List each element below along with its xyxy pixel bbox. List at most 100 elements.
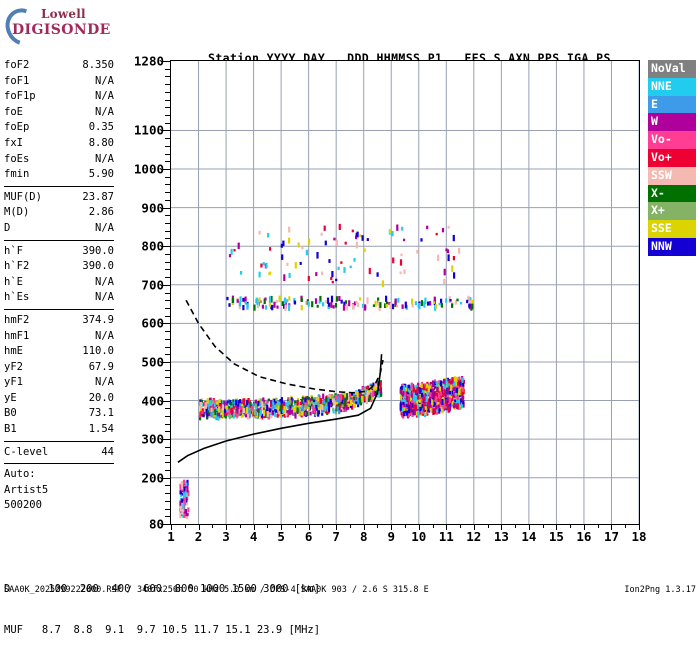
scatter-point (410, 401, 413, 406)
param-key: yF2 (4, 360, 23, 373)
scatter-point (425, 388, 428, 391)
scatter-point (450, 390, 453, 394)
scatter-point (341, 399, 344, 404)
scatter-point (326, 297, 330, 304)
scatter-point (244, 410, 247, 415)
legend-item-nnw[interactable]: NNW (648, 237, 696, 256)
scatter-point (459, 381, 462, 386)
scatter-point (283, 304, 286, 309)
scatter-point (441, 227, 445, 233)
scatter-point (310, 401, 313, 407)
scatter-point (408, 390, 411, 395)
scatter-point (257, 409, 260, 413)
scatter-point (451, 380, 454, 384)
scatter-point (453, 382, 456, 387)
scatter-point (282, 410, 285, 413)
y-axis-minor-tick (165, 354, 170, 356)
scatter-point (266, 404, 269, 411)
x-axis-minor-tick (239, 525, 241, 528)
scatter-point (246, 414, 250, 420)
scatter-point (414, 301, 417, 306)
scatter-point (219, 408, 223, 414)
scatter-point (326, 409, 329, 415)
scatter-point (181, 498, 184, 503)
scatter-point (420, 238, 423, 242)
scatter-point (352, 303, 355, 310)
scatter-point (179, 500, 182, 505)
scatter-point (212, 412, 215, 417)
legend-item-x[interactable]: X+ (648, 202, 696, 221)
scatter-point (371, 394, 374, 400)
scatter-point (282, 406, 285, 412)
scatter-point (471, 299, 474, 306)
scatter-point (215, 401, 219, 405)
scatter-point (279, 404, 282, 412)
scatter-point (183, 498, 187, 504)
legend-item-vo[interactable]: Vo+ (648, 148, 696, 167)
x-axis-label: 15 (548, 529, 564, 544)
y-axis-minor-tick (165, 61, 170, 62)
scatter-point (187, 507, 190, 513)
scatter-point (363, 396, 366, 402)
scatter-point (179, 506, 182, 512)
scatter-point (407, 384, 410, 389)
scatter-point (445, 298, 448, 303)
y-axis-label: 80 (148, 516, 164, 532)
scatter-point (385, 295, 388, 302)
y-axis-minor-tick (165, 338, 170, 340)
scatter-point (444, 393, 447, 397)
scatter-point (361, 395, 364, 401)
scatter-point (411, 390, 415, 397)
param-key: yE (4, 391, 17, 404)
y-axis-minor-tick (165, 469, 170, 471)
scatter-point (290, 397, 293, 404)
scatter-point (274, 410, 277, 417)
scatter-point (458, 376, 461, 381)
scatter-point (391, 231, 394, 237)
scatter-point (417, 410, 420, 418)
scatter-point (270, 295, 273, 303)
scatter-point (345, 393, 348, 400)
scatter-point (401, 407, 404, 413)
param-row-ye: yE 20.0 (4, 391, 114, 407)
scatter-point (234, 399, 238, 405)
muf-distance-table: D 100 200 400 600 800 1000 1500 3000 [km… (4, 556, 320, 651)
y-axis-minor-tick (165, 277, 170, 279)
param-value: 1.54 (88, 423, 114, 436)
ionogram-scatter-canvas (171, 61, 639, 524)
scatter-point (453, 272, 456, 279)
legend-item-sse[interactable]: SSE (648, 220, 696, 238)
scatter-point (384, 303, 387, 308)
scatter-point (220, 403, 223, 409)
scatter-point (452, 400, 455, 405)
legend-item-vo[interactable]: Vo- (648, 131, 696, 149)
scatter-point (331, 394, 334, 399)
polarization-legend: NoVal NNE E W Vo- Vo+ SSW X- X+ SSE NNW (648, 60, 696, 256)
scatter-point (299, 261, 302, 265)
legend-item-w[interactable]: W (648, 113, 696, 132)
legend-item-nne[interactable]: NNE (648, 77, 696, 96)
scatter-point (431, 388, 434, 395)
scatter-point (301, 246, 304, 250)
scatter-point (366, 392, 369, 397)
muf-table-frequency-row: MUF 8.7 8.8 9.1 9.7 10.5 11.7 15.1 23.9 … (4, 623, 321, 636)
scatter-point (420, 392, 423, 397)
legend-item-x[interactable]: X- (648, 184, 696, 203)
scatter-point (185, 494, 188, 499)
legend-item-e[interactable]: E (648, 95, 696, 114)
scatter-point (406, 410, 409, 416)
legend-item-noval[interactable]: NoVal (648, 60, 696, 78)
y-axis-minor-tick (165, 138, 170, 140)
scatter-point (440, 303, 443, 308)
scatter-point (287, 405, 290, 410)
scatter-point (338, 408, 341, 415)
scatter-point (430, 391, 433, 396)
scatter-point (416, 398, 419, 405)
scatter-group-low-altitude-echoes (179, 479, 190, 520)
y-axis-minor-tick (165, 392, 170, 394)
scatter-point (319, 295, 322, 302)
legend-item-ssw[interactable]: SSW (648, 166, 696, 185)
scatter-point (460, 398, 463, 402)
x-axis-minor-tick (528, 525, 530, 528)
scatter-point (230, 402, 233, 406)
